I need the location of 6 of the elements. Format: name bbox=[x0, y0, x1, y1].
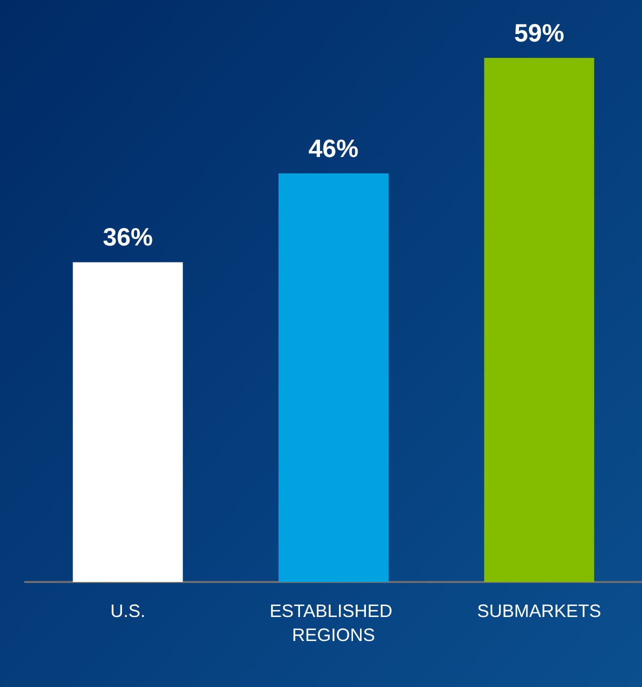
data-label: 59% bbox=[514, 19, 564, 48]
x-tick-label: U.S. bbox=[110, 601, 146, 621]
data-label: 46% bbox=[308, 134, 359, 163]
data-label: 36% bbox=[102, 224, 153, 252]
x-tick-label: ESTABLISHED REGIONS bbox=[270, 601, 398, 645]
x-tick-label: SUBMARKETS bbox=[477, 601, 602, 621]
